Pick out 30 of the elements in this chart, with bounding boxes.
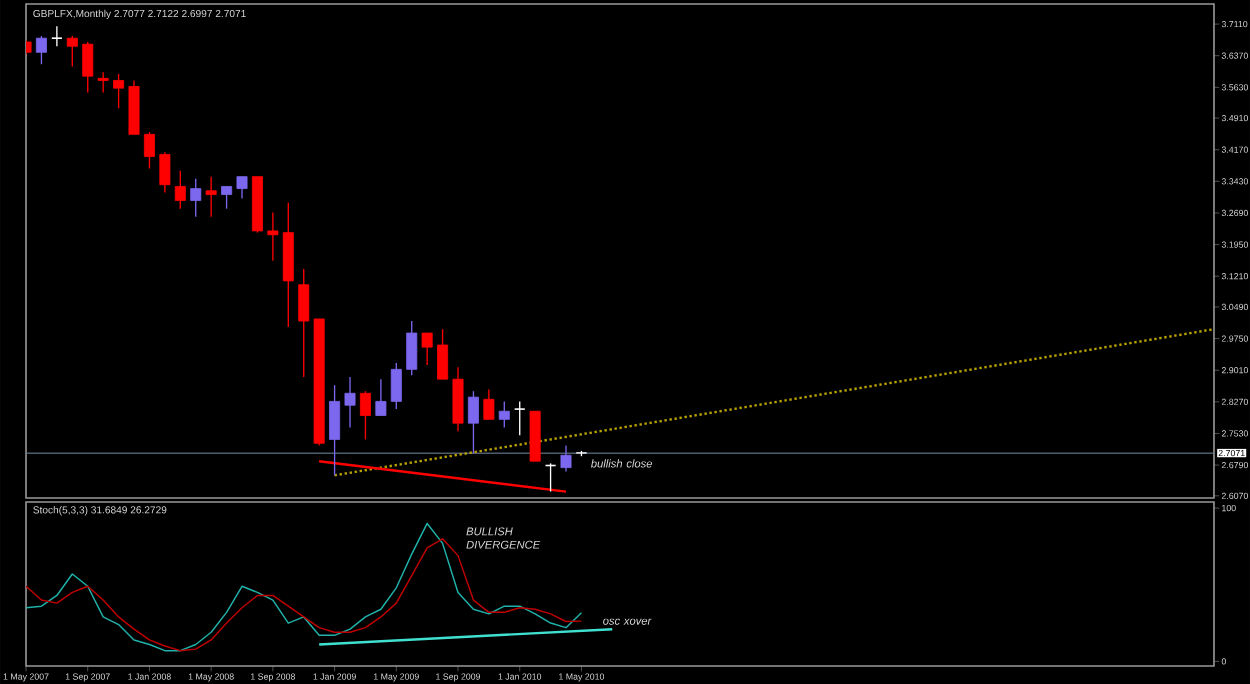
candlestick: [513, 400, 526, 436]
candlestick: [344, 376, 356, 429]
candlestick: [298, 268, 310, 378]
candlestick: [467, 390, 479, 455]
candlestick: [82, 41, 94, 94]
candlestick: [437, 328, 449, 380]
candlestick: [236, 175, 248, 200]
candlestick: [375, 378, 387, 417]
candlestick: [221, 185, 233, 210]
candlestick: [560, 444, 572, 473]
candlestick: [329, 384, 341, 476]
candlestick: [498, 400, 510, 429]
candlestick: [483, 388, 495, 421]
candlestick: [35, 35, 47, 65]
candlestick: [267, 211, 279, 262]
candlestick: [97, 71, 109, 94]
candlestick: [113, 73, 125, 109]
candlestick: [390, 362, 402, 410]
candlestick: [159, 151, 171, 194]
candlestick: [128, 79, 140, 135]
candlestick: [406, 320, 418, 377]
candlestick: [143, 131, 155, 170]
candlestick: [452, 366, 464, 432]
candlestick: [50, 25, 63, 47]
candlestick: [421, 332, 433, 366]
candlestick: [66, 35, 78, 68]
candlestick: [174, 169, 186, 210]
candlestick: [359, 390, 371, 441]
candlestick: [190, 178, 202, 218]
candlestick: [205, 175, 217, 218]
